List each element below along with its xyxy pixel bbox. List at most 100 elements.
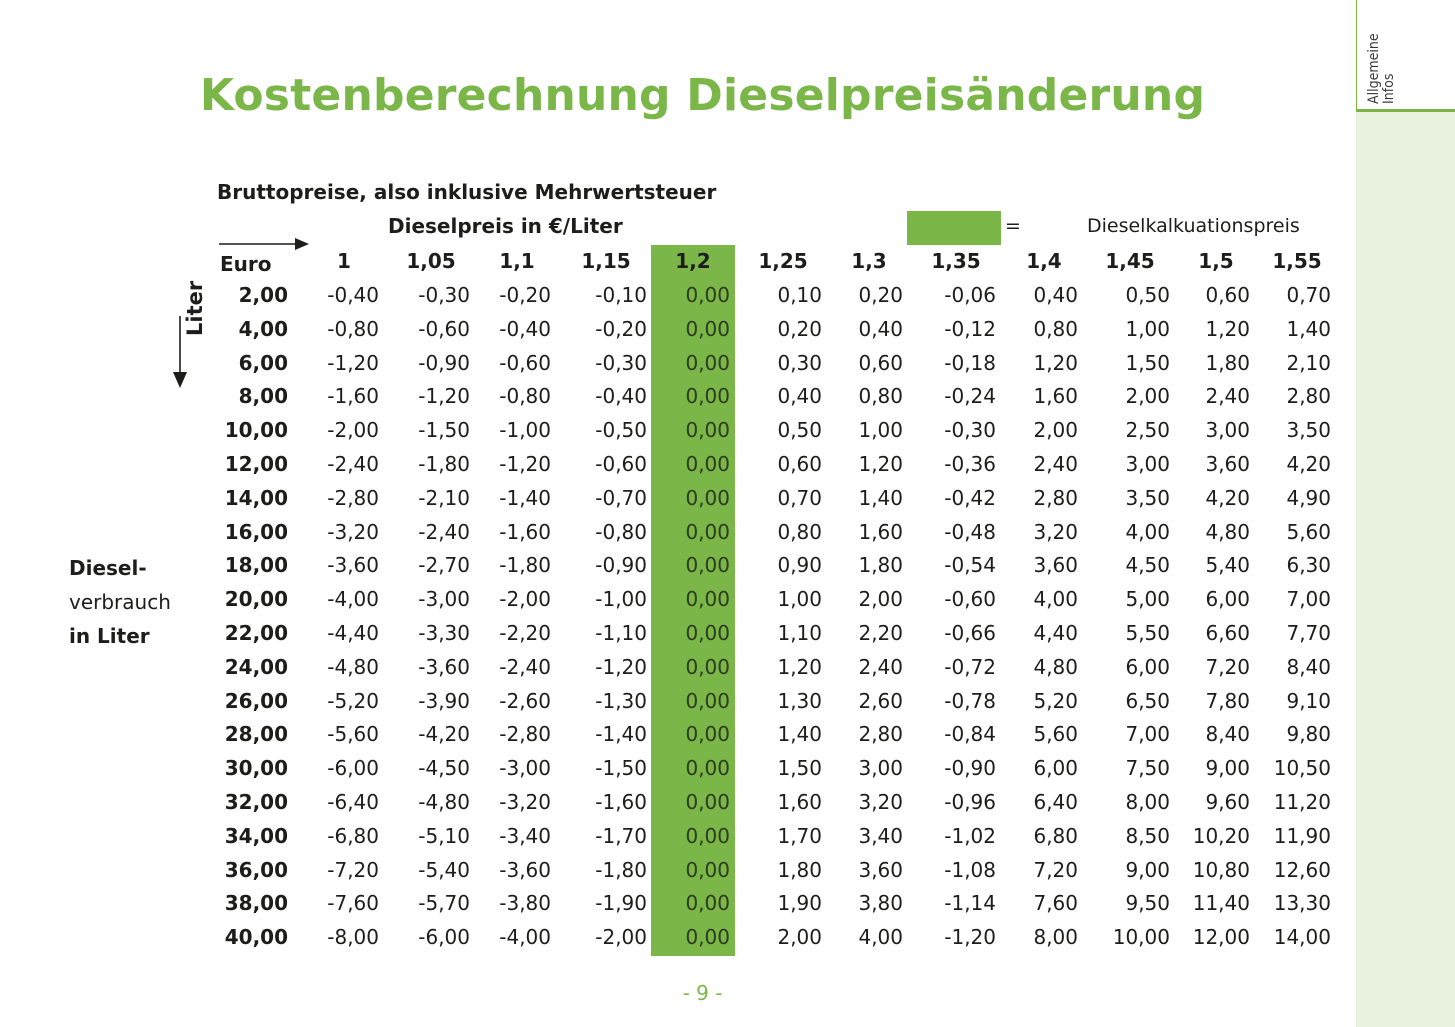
table-cell: -3,00 — [418, 587, 470, 611]
table-row: 20,00 -4,00 -3,00 -2,00 -1,00 0,00 1,00 2,00 -0,… — [0, 587, 1400, 617]
table-row: 14,00 -2,80 -2,10 -1,40 -0,70 0,00 0,70 1,40 -0,… — [0, 486, 1400, 516]
table-cell: -3,60 — [327, 553, 379, 577]
table-cell: 3,60 — [1205, 452, 1250, 476]
row-label: 4,00 — [238, 317, 288, 341]
row-label: 38,00 — [224, 891, 288, 915]
table-cell: -1,10 — [595, 621, 647, 645]
table-cell: 0,00 — [685, 858, 730, 882]
table-cell: 8,40 — [1205, 722, 1250, 746]
table-cell: 1,10 — [777, 621, 822, 645]
table-cell: 1,20 — [1033, 351, 1078, 375]
table-cell: 0,00 — [685, 824, 730, 848]
table-cell: -0,90 — [944, 756, 996, 780]
column-header: 1,3 — [851, 249, 887, 273]
table-cell: 7,70 — [1286, 621, 1331, 645]
table-cell: 4,20 — [1286, 452, 1331, 476]
table-cell: 0,00 — [685, 317, 730, 341]
table-cell: 1,80 — [1205, 351, 1250, 375]
table-cell: -0,66 — [944, 621, 996, 645]
table-cell: 0,00 — [685, 283, 730, 307]
table-cell: 2,60 — [858, 689, 903, 713]
arrow-right-icon — [219, 238, 309, 250]
arrow-down-icon — [173, 316, 187, 388]
table-cell: 7,20 — [1205, 655, 1250, 679]
table-cell: 3,00 — [1125, 452, 1170, 476]
table-cell: 2,10 — [1286, 351, 1331, 375]
table-cell: -4,20 — [418, 722, 470, 746]
table-cell: 0,00 — [685, 891, 730, 915]
column-header: 1,55 — [1272, 249, 1322, 273]
section-tab[interactable] — [1356, 0, 1455, 112]
table-cell: -0,40 — [327, 283, 379, 307]
table-cell: 0,00 — [685, 587, 730, 611]
table-cell: -0,80 — [499, 384, 551, 408]
table-cell: -3,00 — [499, 756, 551, 780]
table-cell: 9,60 — [1205, 790, 1250, 814]
table-cell: 2,80 — [858, 722, 903, 746]
table-cell: 9,00 — [1125, 858, 1170, 882]
table-cell: -0,54 — [944, 553, 996, 577]
table-cell: 0,60 — [777, 452, 822, 476]
table-cell: 5,50 — [1125, 621, 1170, 645]
table-cell: 0,40 — [777, 384, 822, 408]
table-cell: -1,20 — [499, 452, 551, 476]
table-cell: -1,80 — [595, 858, 647, 882]
table-row: 30,00 -6,00 -4,50 -3,00 -1,50 0,00 1,50 3,00 -0,… — [0, 756, 1400, 786]
table-row: 10,00 -2,00 -1,50 -1,00 -0,50 0,00 0,50 1,00 -0,… — [0, 418, 1400, 448]
table-cell: -0,90 — [595, 553, 647, 577]
table-cell: -6,00 — [327, 756, 379, 780]
table-cell: -2,80 — [327, 486, 379, 510]
table-cell: 0,00 — [685, 384, 730, 408]
table-cell: 3,50 — [1286, 418, 1331, 442]
price-axis-label: Dieselpreis in €/Liter — [388, 214, 623, 238]
table-cell: -1,20 — [418, 384, 470, 408]
table-cell: 2,50 — [1125, 418, 1170, 442]
table-cell: 6,30 — [1286, 553, 1331, 577]
table-cell: -1,00 — [499, 418, 551, 442]
row-label: 6,00 — [238, 351, 288, 375]
table-cell: 8,50 — [1125, 824, 1170, 848]
table-cell: 11,20 — [1273, 790, 1331, 814]
table-cell: -2,00 — [327, 418, 379, 442]
table-cell: -0,48 — [944, 520, 996, 544]
row-label: 22,00 — [224, 621, 288, 645]
table-cell: 0,10 — [777, 283, 822, 307]
table-cell: 10,50 — [1273, 756, 1331, 780]
table-cell: -5,40 — [418, 858, 470, 882]
table-cell: 0,00 — [685, 621, 730, 645]
table-cell: -6,40 — [327, 790, 379, 814]
table-cell: -3,40 — [499, 824, 551, 848]
table-cell: 0,00 — [685, 790, 730, 814]
table-header-row: 1 1,05 1,1 1,15 1,2 1,25 1,3 1,35 1,4 1,45 1,5 1,55 — [0, 249, 1400, 275]
table-cell: -1,50 — [595, 756, 647, 780]
table-cell: 5,60 — [1033, 722, 1078, 746]
table-cell: 1,50 — [1125, 351, 1170, 375]
table-cell: -1,14 — [944, 891, 996, 915]
table-cell: -3,20 — [327, 520, 379, 544]
table-cell: 6,60 — [1205, 621, 1250, 645]
table-cell: 2,80 — [1033, 486, 1078, 510]
table-cell: 7,00 — [1125, 722, 1170, 746]
table-cell: -1,40 — [499, 486, 551, 510]
row-label: 12,00 — [224, 452, 288, 476]
table-cell: -2,80 — [499, 722, 551, 746]
column-header: 1,05 — [406, 249, 456, 273]
table-cell: 0,70 — [1286, 283, 1331, 307]
table-cell: -0,72 — [944, 655, 996, 679]
table-cell: -0,80 — [595, 520, 647, 544]
table-cell: 10,20 — [1192, 824, 1250, 848]
table-cell: -7,20 — [327, 858, 379, 882]
table-row: 26,00 -5,20 -3,90 -2,60 -1,30 0,00 1,30 2,60 -0,… — [0, 689, 1400, 719]
table-cell: -5,20 — [327, 689, 379, 713]
row-label: 20,00 — [224, 587, 288, 611]
table-cell: 8,00 — [1125, 790, 1170, 814]
table-cell: -4,00 — [499, 925, 551, 949]
table-cell: 0,00 — [685, 351, 730, 375]
table-cell: -0,60 — [418, 317, 470, 341]
table-row: 16,00 -3,20 -2,40 -1,60 -0,80 0,00 0,80 1,60 -0,… — [0, 520, 1400, 550]
column-header: 1,4 — [1026, 249, 1062, 273]
table-cell: -0,60 — [944, 587, 996, 611]
table-cell: -3,30 — [418, 621, 470, 645]
table-cell: -0,70 — [595, 486, 647, 510]
table-row: 12,00 -2,40 -1,80 -1,20 -0,60 0,00 0,60 1,20 -0,… — [0, 452, 1400, 482]
